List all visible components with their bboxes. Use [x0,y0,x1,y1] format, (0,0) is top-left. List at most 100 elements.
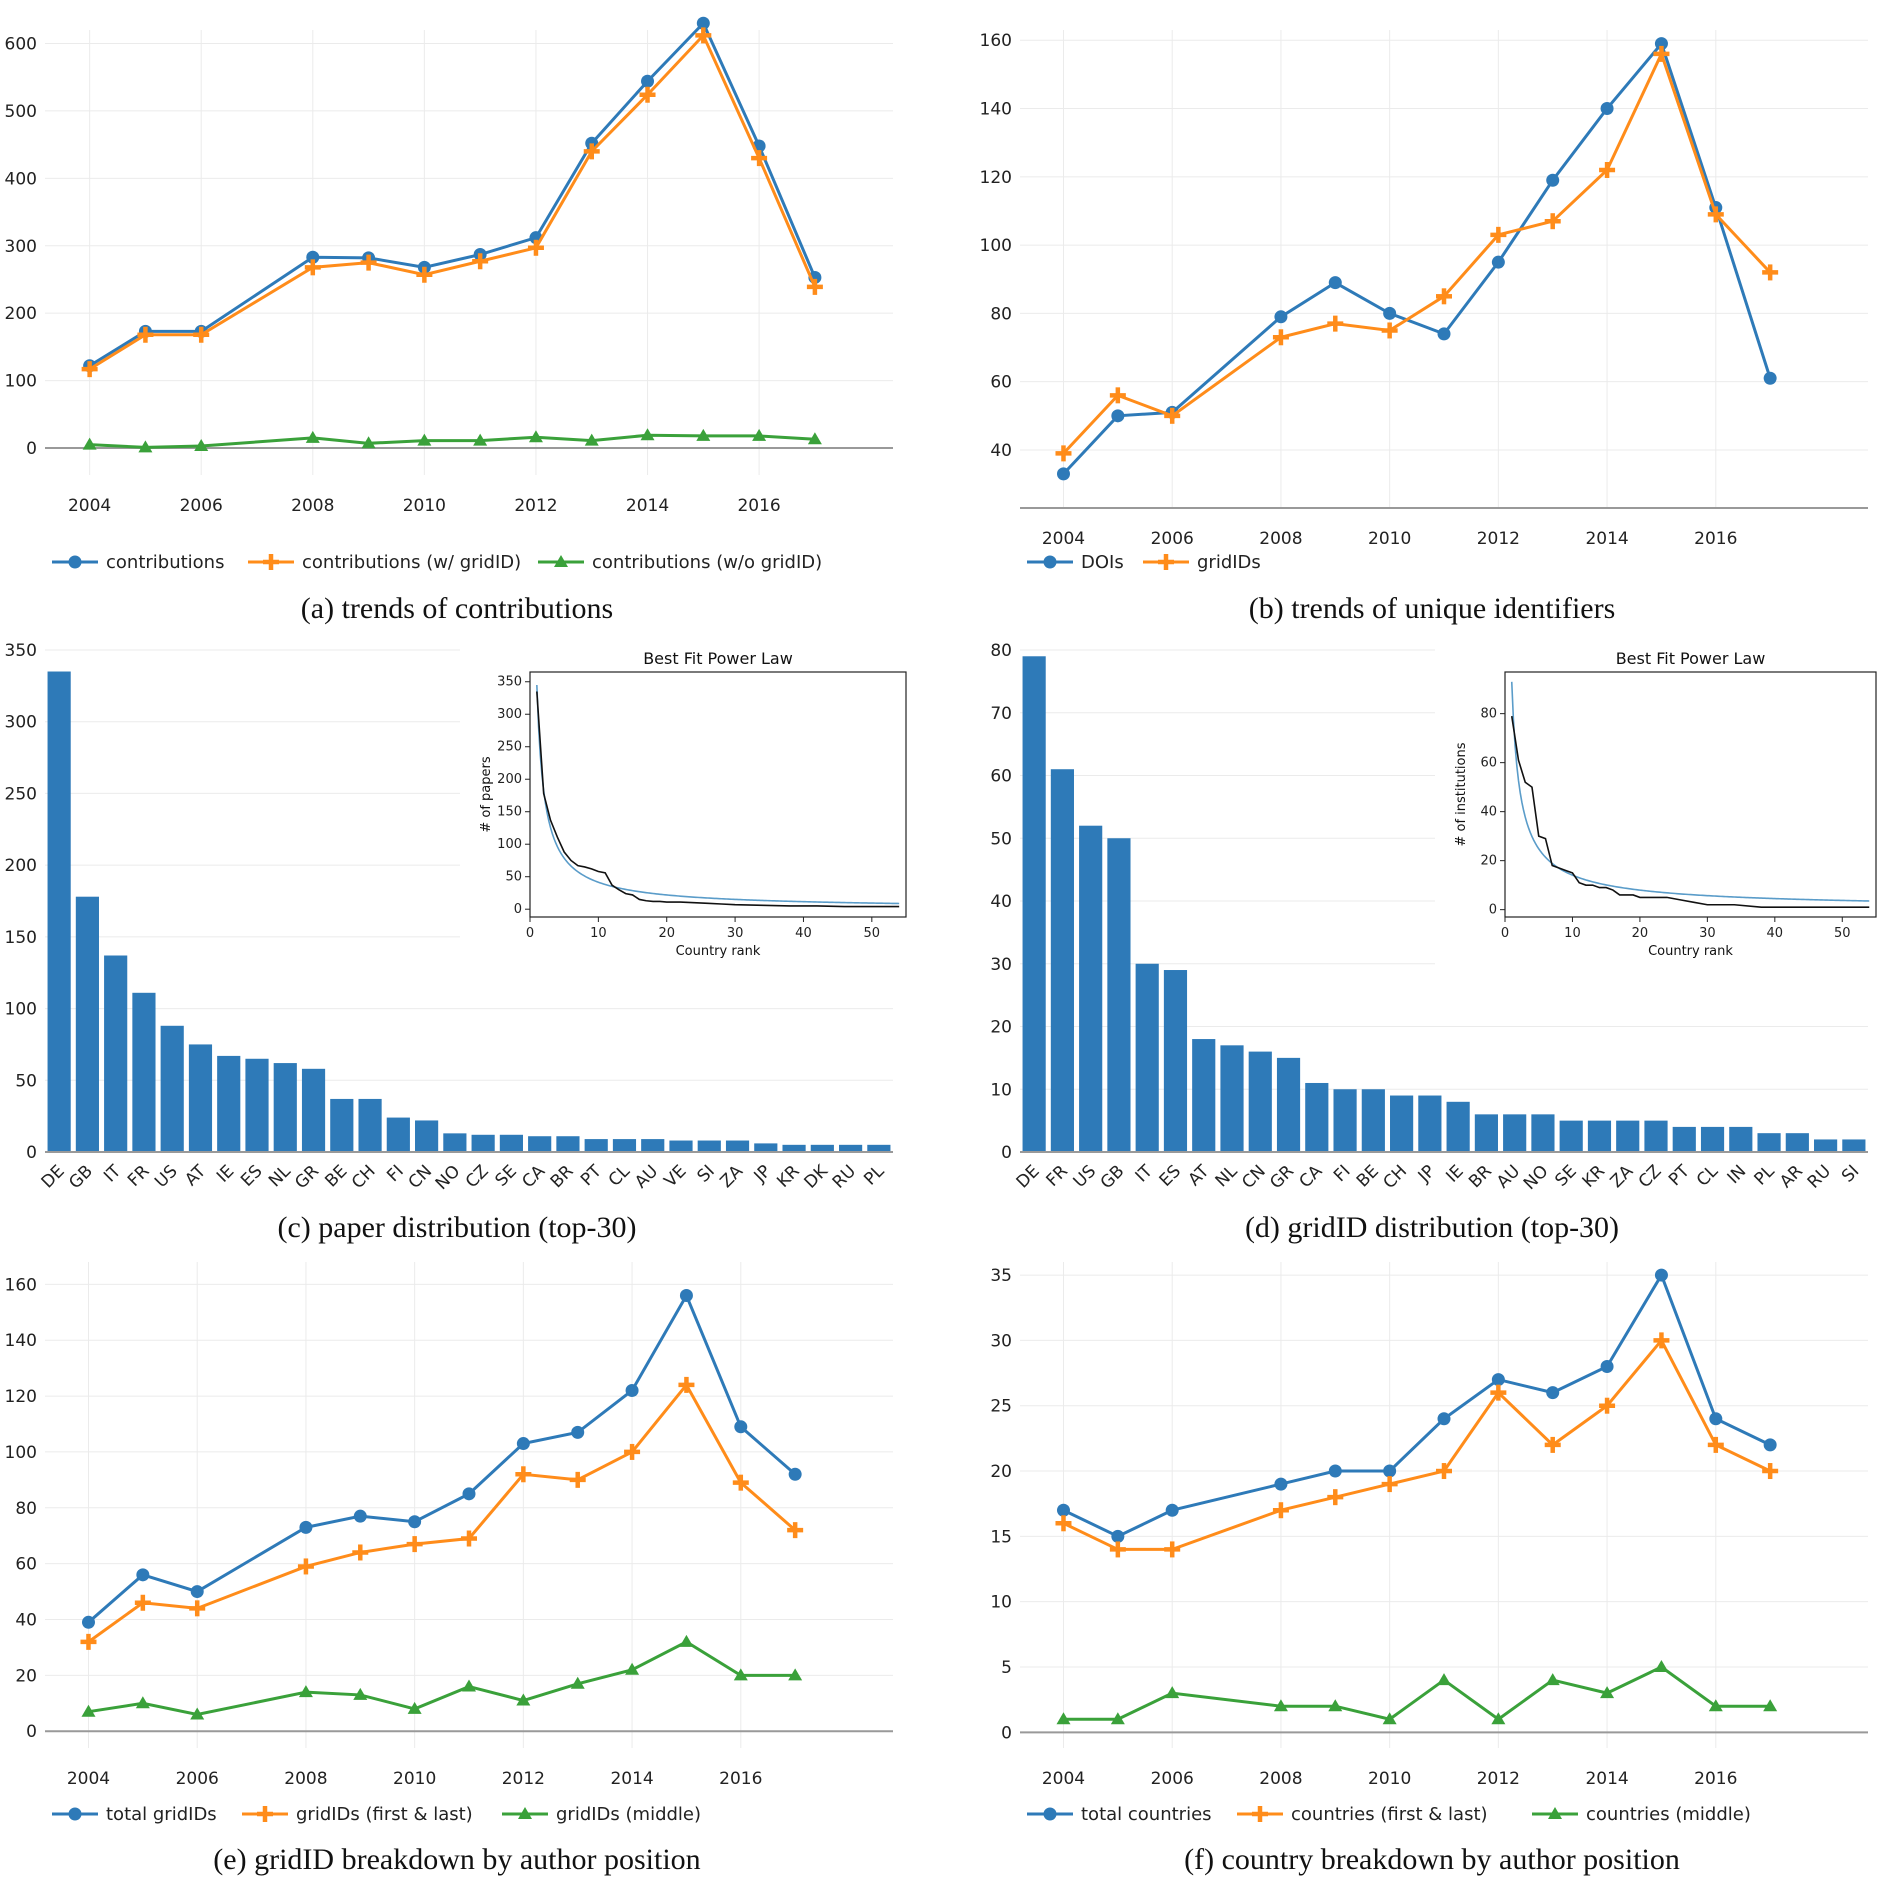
inset-background [460,646,916,969]
inset-frame [529,671,907,918]
bar [782,1144,806,1152]
x-tick-label: 2012 [514,496,557,516]
x-tick-label: CZ [462,1161,493,1192]
data-point [353,1687,368,1700]
data-point [416,266,433,283]
inset-y-label: # of institutions [1454,742,1469,846]
data-point [1056,1712,1071,1725]
x-tick-label: GB [1097,1161,1129,1193]
bar [810,1144,834,1152]
x-tick-label: FI [1330,1161,1355,1186]
bar [1333,1089,1357,1152]
x-tick-label: 2010 [403,496,446,516]
x-tick-label: 2006 [180,496,223,516]
y-tick-label: 60 [990,373,1012,393]
data-point [1654,1268,1668,1282]
data-point [787,1522,804,1539]
inset-y-tick-label: 150 [497,805,522,820]
data-point [1491,1712,1506,1725]
x-tick-label: 2006 [176,1769,219,1789]
x-tick-label: DK [801,1161,833,1193]
bar [1672,1126,1696,1152]
x-tick-label: 2004 [1042,1769,1085,1789]
data-point [1328,276,1342,290]
x-tick-label: ES [1156,1161,1185,1190]
inset-y-tick-label: 100 [497,837,522,852]
data-point [1437,327,1451,341]
bar [1814,1139,1838,1152]
data-point [1328,1699,1343,1712]
data-point [527,239,544,256]
data-point [1763,1438,1777,1452]
data-point [81,1615,95,1629]
x-tick-label: PT [577,1161,606,1190]
y-tick-label: 140 [5,1331,37,1351]
y-tick-label: 200 [5,856,37,876]
data-point [1491,255,1505,269]
data-point [641,74,655,88]
bar [415,1120,439,1152]
x-tick-label: BR [1465,1161,1496,1192]
data-point [1544,213,1561,230]
data-point [81,1704,96,1717]
x-tick-label: CN [1238,1161,1270,1193]
bar [725,1140,750,1152]
legend-entry: contributions (w/o gridID) [592,552,822,573]
data-point [1708,1699,1723,1712]
y-tick-label: 80 [990,641,1012,661]
x-tick-label: RU [829,1161,860,1192]
inset-y-tick-label: 0 [514,902,522,917]
bar [867,1144,891,1152]
x-tick-label: IE [213,1161,238,1186]
legend-entry: gridIDs (middle) [556,1804,701,1825]
bar [471,1134,495,1152]
data-point [407,1701,422,1714]
legend-marker [1043,555,1057,569]
chart-caption: (b) trends of unique identifiers [1249,592,1616,625]
inset-x-label: Country rank [1648,944,1733,959]
inset-title: Best Fit Power Law [643,649,793,668]
bar [301,1068,326,1152]
data-point [806,278,823,295]
x-tick-label: 2014 [1585,529,1628,549]
legend-marker [257,1806,273,1822]
inset-x-label: Country rank [676,944,761,959]
bar [330,1098,354,1152]
data-point [1109,387,1126,404]
bar [1022,656,1046,1152]
bar [386,1117,410,1152]
legend-marker [1158,554,1174,570]
data-point [570,1676,585,1689]
data-point [695,27,712,44]
bar [1785,1133,1809,1152]
data-point [304,259,321,276]
x-tick-label: CA [518,1161,549,1192]
inset-y-label: # of papers [479,756,494,833]
legend-marker [68,555,82,569]
legend-entry: countries (first & last) [1291,1804,1488,1825]
data-point [516,1693,531,1706]
inset-chart: Best Fit Power Law 0 10 20 30 40 50 0 50 100 150 20… [460,646,916,969]
x-tick-label: SI [693,1161,718,1186]
x-tick-label: SE [492,1161,521,1190]
data-point [1707,1436,1724,1453]
data-point [417,433,432,446]
data-point [807,432,822,445]
x-tick-label: ES [237,1161,266,1190]
x-tick-label: PT [1665,1161,1694,1190]
data-point [1055,445,1072,462]
bar [1163,970,1188,1152]
bar [1361,1089,1385,1152]
x-tick-label: GB [65,1161,97,1193]
data-point [1599,1397,1616,1414]
y-tick-label: 0 [1001,1143,1012,1163]
data-point [1762,1463,1779,1480]
bar [697,1140,721,1152]
x-tick-label: CZ [1635,1161,1666,1192]
bar [1276,1057,1301,1152]
data-point [696,16,710,30]
inset-y-tick-label: 40 [1480,805,1497,820]
data-point [624,1443,641,1460]
